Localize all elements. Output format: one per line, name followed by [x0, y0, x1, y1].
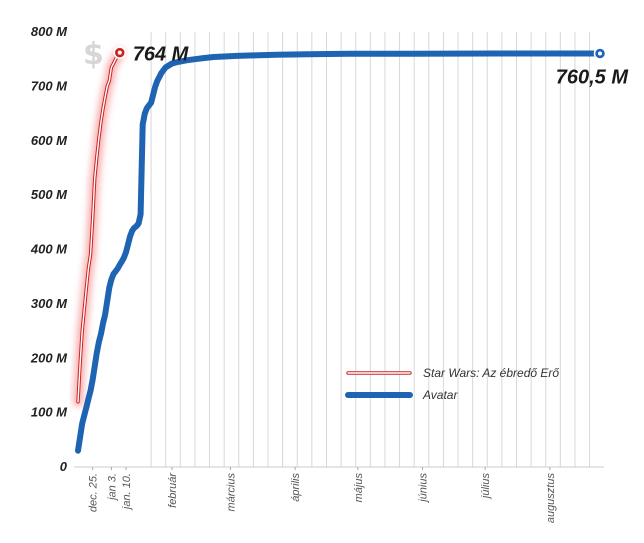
series-lines: [73, 47, 603, 454]
y-tick-label: 700 M: [31, 78, 68, 93]
axes: 0 100 M 200 M 300 M 400 M 500 M 600 M 700 M 800 …: [30, 24, 604, 523]
y-tick-label: 400 M: [30, 242, 68, 257]
y-tick-label: 0: [60, 459, 68, 474]
y-tick-label: 100 M: [31, 405, 68, 420]
grid-lines: [79, 32, 591, 467]
x-tick-label: április: [290, 473, 302, 502]
y-tick-label: 800 M: [31, 24, 68, 39]
series-end-label: 764 M: [133, 44, 190, 66]
series-line: [75, 50, 603, 454]
legend: Star Wars: Az ébredő Erő Avatar: [343, 366, 559, 402]
series-end-marker-dot: [598, 51, 602, 56]
series-end-label: 760,5 M: [556, 66, 630, 88]
x-tick-label: március: [225, 473, 237, 512]
x-tick-label: jan. 10.: [121, 473, 133, 511]
x-tick-label: jan 3.: [106, 473, 118, 502]
x-tick-label: június: [418, 473, 430, 504]
x-tick-label: február: [167, 472, 179, 508]
x-tick-label: május: [353, 473, 365, 503]
y-tick-label: 300 M: [31, 296, 68, 311]
y-tick-label: 200 M: [30, 350, 68, 365]
legend-label: Star Wars: Az ébredő Erő: [423, 366, 559, 380]
x-tick-label: augusztus: [545, 473, 557, 524]
y-tick-label: 600 M: [31, 133, 68, 148]
series-line-highlight: [77, 52, 121, 403]
x-tick-label: dec. 25.: [88, 473, 100, 512]
end-labels: 764 M 760,5 M: [113, 44, 630, 88]
dollar-icon: $: [83, 37, 104, 72]
series-end-marker-dot: [117, 50, 122, 55]
x-tick-label: július: [480, 473, 492, 501]
y-tick-label: 500 M: [31, 187, 68, 202]
legend-label: Avatar: [422, 388, 458, 402]
